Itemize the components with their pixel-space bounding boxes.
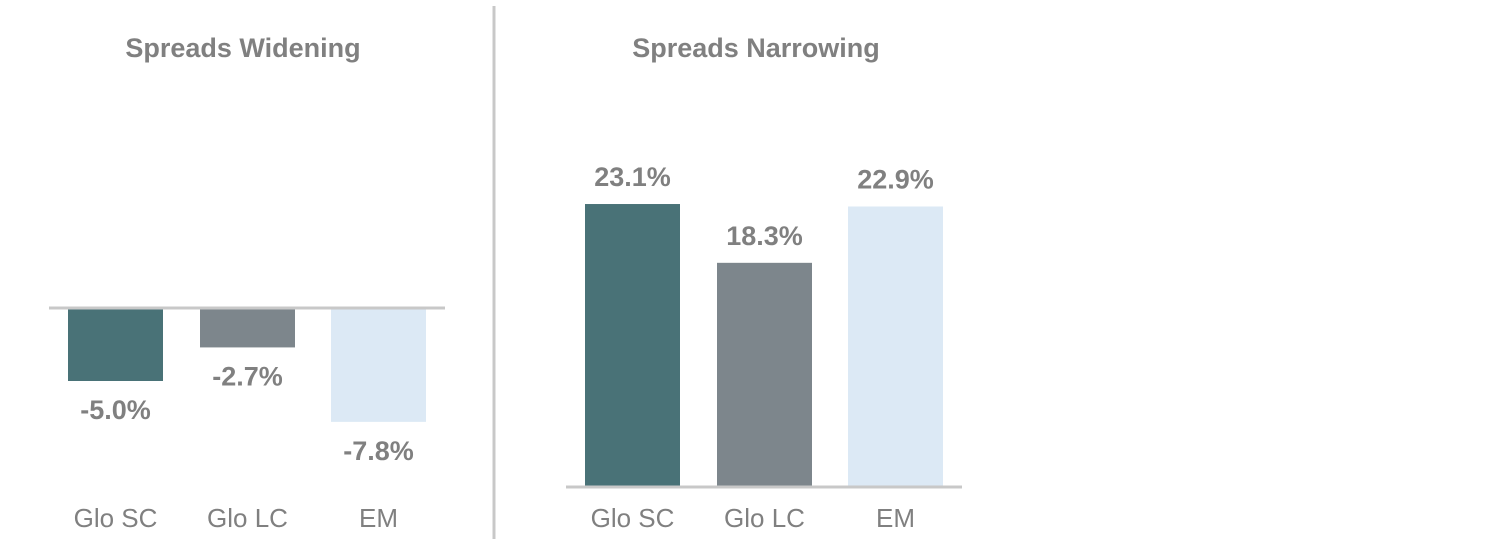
bar-glo-sc [585,204,680,487]
category-label-em: EM [359,503,398,533]
value-label-glo-sc: -5.0% [80,395,151,425]
bar-glo-lc [200,308,295,348]
bar-glo-lc [717,262,812,487]
widening-panel: Spreads Widening -5.0% Glo SC -2.7% Glo LC -… [49,33,445,533]
value-label-glo-lc: -2.7% [212,361,283,391]
bar-em [331,308,426,422]
category-label-glo-lc: Glo LC [207,503,288,533]
category-label-em: EM [876,503,915,533]
value-label-glo-lc: 18.3% [726,221,803,251]
value-label-em: 22.9% [857,164,934,194]
bar-glo-sc [68,308,163,381]
widening-title: Spreads Widening [125,33,360,63]
category-label-glo-sc: Glo SC [74,503,158,533]
narrowing-title: Spreads Narrowing [632,33,880,63]
bar-em [848,206,943,487]
value-label-glo-sc: 23.1% [594,162,671,192]
category-label-glo-lc: Glo LC [724,503,805,533]
value-label-em: -7.8% [343,436,414,466]
narrowing-panel: Spreads Narrowing 23.1% Glo SC 18.3% Glo LC… [566,33,962,533]
category-label-glo-sc: Glo SC [591,503,675,533]
